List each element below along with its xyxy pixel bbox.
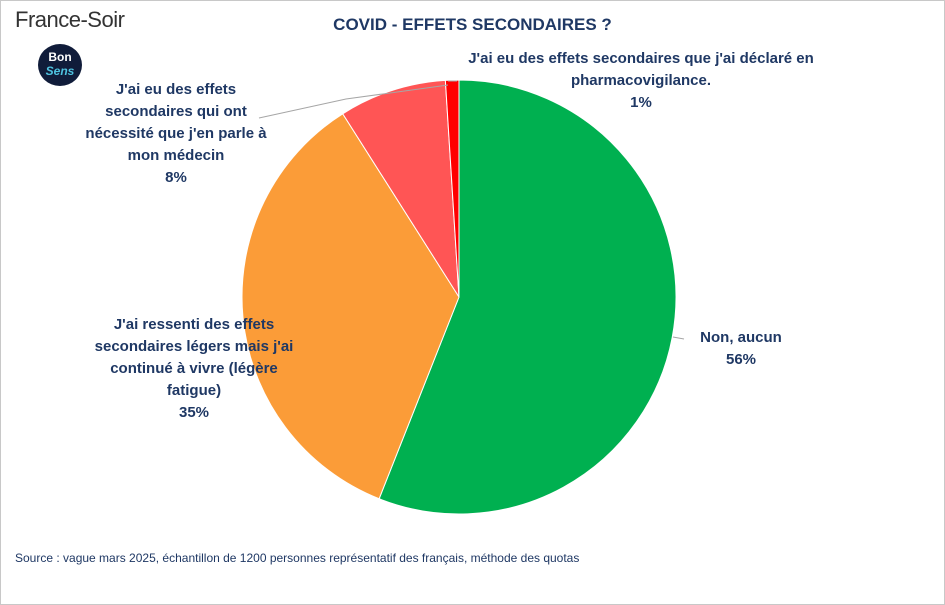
label-value: 56% [725,351,757,368]
pie-slice [378,79,677,515]
source-note: Source : vague mars 2025, échantillon de… [15,551,580,565]
data-label: J'ai ressenti des effets secondaires lég… [89,314,299,424]
brand-logo: France-Soir [15,7,125,32]
label-category: J'ai eu des effets secondaires que j'ai … [468,50,814,89]
pie-slice [444,79,460,298]
leader-line [672,336,685,340]
leader-line [258,84,449,119]
label-category: J'ai ressenti des effets secondaires lég… [94,316,294,399]
chart-title: COVID - EFFETS SECONDAIRES ? [333,15,612,34]
data-label: J'ai eu des effets secondaires que j'ai … [451,48,831,114]
label-value: 8% [165,169,187,186]
label-value: 35% [178,404,210,421]
pie-slice [241,113,460,500]
data-label: Non, aucun 56% [681,327,801,371]
badge-logo: Bon Sens [38,44,82,86]
badge-text: Sens [45,64,75,78]
label-category: J'ai eu des effets secondaires qui ont n… [85,81,267,164]
data-label: J'ai eu des effets secondaires qui ont n… [81,79,271,189]
label-value: 1% [630,94,652,111]
label-category: Non, aucun [700,329,782,346]
badge-text: Bon [48,50,72,64]
pie-slice [342,79,460,298]
